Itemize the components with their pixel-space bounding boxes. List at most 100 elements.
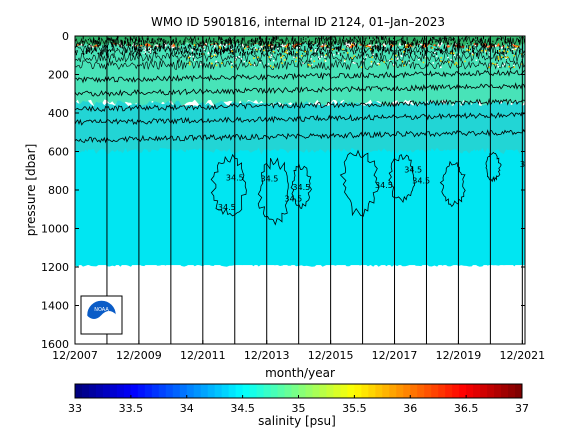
contour-speck <box>228 52 230 54</box>
contour-speck <box>462 45 464 49</box>
contour-speck <box>151 44 153 48</box>
contour-speck <box>490 46 492 48</box>
contour-speck <box>337 47 339 49</box>
contour-speck <box>237 39 239 43</box>
contour-speck <box>349 37 351 40</box>
contour-speck <box>149 52 151 54</box>
contour-speck <box>346 52 349 54</box>
contour-speck <box>175 47 177 50</box>
contour-speck <box>213 41 215 46</box>
contour-speck <box>178 47 180 51</box>
contour-speck <box>225 48 227 52</box>
contour-speck <box>418 45 419 48</box>
contour-speck <box>339 45 341 50</box>
contour-speck <box>189 40 191 43</box>
colorbar-cell <box>298 384 306 398</box>
contour-speck <box>471 52 473 55</box>
contour-speck <box>139 38 141 42</box>
contour-speck <box>294 46 296 50</box>
contour-speck <box>277 36 279 40</box>
contour-speck <box>171 41 172 44</box>
contour-speck <box>318 39 320 42</box>
contour-speck <box>185 48 187 53</box>
contour-speck <box>141 36 143 39</box>
contour-speck <box>227 38 229 41</box>
contour-speck <box>439 41 441 46</box>
contour-speck <box>246 51 248 55</box>
contour-speck <box>505 36 506 41</box>
contour-speck <box>445 38 447 43</box>
contour-speck <box>353 42 355 46</box>
contour-speck <box>107 53 109 57</box>
contour-speck <box>229 49 231 54</box>
contour-speck <box>473 49 474 54</box>
contour-speck <box>510 50 512 52</box>
contour-line <box>75 112 525 126</box>
contour-speck <box>230 37 231 42</box>
contour-speck <box>132 53 134 57</box>
contour-speck <box>444 44 445 49</box>
contour-label: 34.5 <box>375 181 393 190</box>
contour-speck <box>229 41 231 44</box>
contour-speck <box>304 46 306 50</box>
contour-speck <box>175 37 177 40</box>
contour-speck <box>253 64 256 66</box>
contour-speck <box>375 36 377 39</box>
contour-speck <box>255 37 257 41</box>
contour-speck <box>266 46 268 49</box>
contour-speck <box>343 52 345 54</box>
contour-speck <box>223 43 225 45</box>
contour-speck <box>309 43 311 48</box>
contour-speck <box>271 48 273 50</box>
contour-speck <box>271 48 273 53</box>
contour-speck <box>289 52 291 55</box>
contour-speck <box>305 38 307 40</box>
contour-speck <box>380 47 382 51</box>
contour-speck <box>270 56 272 58</box>
contour-speck <box>141 40 142 43</box>
contour-speck <box>512 48 514 50</box>
colorbar-cell <box>277 384 286 398</box>
contour-speck <box>90 39 92 42</box>
contour-speck <box>126 44 128 46</box>
contour-blob <box>290 163 312 209</box>
contour-speck <box>265 49 267 52</box>
contour-speck <box>426 47 428 52</box>
contour-speck <box>104 47 106 50</box>
contour-speck <box>395 54 397 57</box>
contour-speck <box>445 49 447 52</box>
colorbar-cell <box>438 384 446 398</box>
colorbar-cell <box>144 384 153 398</box>
contour-speck <box>408 62 411 64</box>
contour-speck <box>160 38 162 41</box>
contour-speck <box>483 36 484 40</box>
contour-speck <box>475 59 478 61</box>
contour-speck <box>484 39 486 41</box>
contour-speck <box>322 36 324 40</box>
contour-speck <box>474 42 476 47</box>
contour-speck <box>513 64 515 67</box>
contour-speck <box>370 48 372 52</box>
contour-speck <box>453 41 455 45</box>
contour-speck <box>408 44 410 47</box>
contour-speck <box>454 63 456 66</box>
contour-speck <box>124 41 126 44</box>
contour-speck <box>308 43 309 47</box>
contour-speck <box>393 37 394 39</box>
contour-speck <box>189 55 191 58</box>
contour-speck <box>217 43 219 46</box>
contour-speck <box>472 39 473 43</box>
contour-speck <box>259 61 261 64</box>
noaa-logo-icon: NOAA <box>80 295 123 335</box>
contour-speck <box>141 43 143 46</box>
contour-speck <box>111 44 113 47</box>
contour-speck <box>201 45 203 49</box>
contour-speck <box>285 49 288 52</box>
contour-speck <box>259 36 261 40</box>
contour-speck <box>387 49 389 51</box>
contour-speck <box>400 52 402 55</box>
contour-speck <box>323 56 326 58</box>
contour-speck <box>440 37 442 42</box>
contour-speck <box>293 56 295 59</box>
colorbar-cell <box>186 384 195 398</box>
